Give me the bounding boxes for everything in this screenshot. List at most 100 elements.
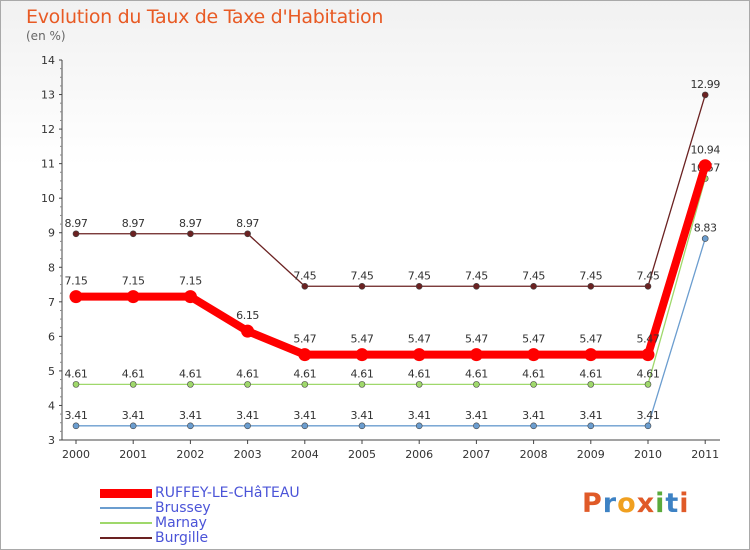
data-label: 7.45 — [293, 269, 316, 282]
proxiti-logo: Proxiti — [582, 488, 690, 519]
y-tick-label: 11 — [41, 158, 55, 171]
data-point — [69, 290, 83, 304]
data-label: 3.41 — [293, 409, 316, 422]
data-point — [72, 422, 80, 430]
x-tick-label: 2007 — [462, 448, 490, 461]
data-point — [187, 381, 194, 388]
data-label: 3.41 — [236, 409, 259, 422]
data-label: 7.45 — [408, 269, 431, 282]
data-label: 7.45 — [579, 269, 602, 282]
data-point — [473, 282, 480, 290]
y-tick-label: 10 — [41, 192, 55, 205]
x-tick-label: 2006 — [405, 448, 433, 461]
data-label: 4.61 — [122, 367, 145, 380]
x-tick-label: 2009 — [577, 448, 605, 461]
data-point — [641, 348, 655, 362]
data-label: 5.47 — [579, 333, 602, 346]
data-label: 7.15 — [65, 275, 88, 288]
data-point — [527, 348, 541, 362]
data-point — [587, 422, 595, 430]
data-label: 3.41 — [122, 409, 145, 422]
data-point — [72, 381, 80, 388]
data-point — [126, 290, 140, 304]
data-point — [358, 282, 366, 290]
data-label: 8.97 — [179, 217, 202, 230]
data-point — [415, 422, 423, 430]
x-tick-label: 2004 — [291, 448, 319, 461]
data-label: 3.41 — [351, 409, 374, 422]
data-label: 4.61 — [293, 367, 316, 380]
y-tick-label: 12 — [41, 123, 55, 136]
data-label: 5.47 — [522, 333, 545, 346]
logo-letter: x — [636, 488, 656, 519]
data-label: 7.45 — [637, 269, 660, 282]
y-tick-label: 8 — [48, 261, 55, 274]
legend-label-ruffey: RUFFEY-LE-CHâTEAU — [155, 485, 300, 501]
data-label: 4.61 — [179, 367, 202, 380]
legend-swatch-burgille — [100, 537, 152, 539]
data-point — [301, 381, 309, 388]
data-label: 5.47 — [293, 333, 316, 346]
x-tick-label: 2010 — [634, 448, 662, 461]
data-point — [129, 230, 137, 238]
logo-letter: i — [655, 488, 666, 519]
data-point — [129, 422, 137, 430]
data-point — [584, 348, 598, 362]
data-point — [129, 381, 137, 388]
data-point — [187, 422, 194, 430]
data-label: 5.47 — [637, 333, 660, 346]
data-label: 7.45 — [522, 269, 545, 282]
data-point — [530, 422, 537, 430]
data-label: 7.45 — [465, 269, 488, 282]
data-point — [358, 422, 366, 430]
series-line-brussey — [75, 237, 706, 427]
y-tick-label: 13 — [41, 89, 55, 102]
data-point — [355, 348, 369, 362]
data-label: 4.61 — [637, 367, 660, 380]
y-tick-label: 7 — [48, 296, 55, 309]
data-label: 3.41 — [579, 409, 602, 422]
data-point — [644, 381, 652, 388]
data-label: 8.97 — [65, 217, 88, 230]
x-tick-label: 2005 — [348, 448, 376, 461]
data-point — [415, 381, 423, 388]
data-label: 6.15 — [236, 309, 259, 322]
logo-letter: o — [617, 488, 637, 519]
logo-letter: r — [602, 488, 618, 519]
data-point — [412, 348, 426, 362]
legend-label-marnay: Marnay — [155, 515, 207, 531]
data-point — [644, 282, 652, 290]
x-tick-label: 2011 — [691, 448, 719, 461]
data-label: 7.15 — [122, 275, 145, 288]
data-point — [298, 348, 312, 362]
chart-title: Evolution du Taux de Taxe d'Habitation — [26, 6, 384, 28]
data-point — [244, 381, 251, 388]
data-label: 3.41 — [408, 409, 431, 422]
data-label: 4.61 — [236, 367, 259, 380]
logo-letter: t — [665, 488, 680, 519]
data-label: 4.61 — [465, 367, 488, 380]
data-label: 5.47 — [351, 333, 374, 346]
x-tick-label: 2008 — [520, 448, 548, 461]
series-line-ruffey — [72, 161, 710, 359]
data-point — [698, 159, 712, 173]
logo-letter: P — [582, 488, 603, 519]
y-tick-label: 9 — [48, 227, 55, 240]
legend-swatch-ruffey — [100, 489, 152, 498]
data-point — [469, 348, 483, 362]
chart-subtitle: (en %) — [26, 29, 66, 43]
x-tick-label: 2003 — [234, 448, 262, 461]
data-point — [187, 230, 194, 238]
data-point — [301, 282, 309, 290]
data-label: 4.61 — [65, 367, 88, 380]
y-tick-label: 4 — [48, 399, 55, 412]
data-label: 3.41 — [65, 409, 88, 422]
data-point — [587, 381, 595, 388]
legend-swatch-marnay — [100, 522, 152, 524]
data-point — [183, 290, 197, 304]
data-point — [301, 422, 309, 430]
series-line-marnay — [75, 177, 706, 386]
legend-swatch-brussey — [100, 507, 152, 509]
